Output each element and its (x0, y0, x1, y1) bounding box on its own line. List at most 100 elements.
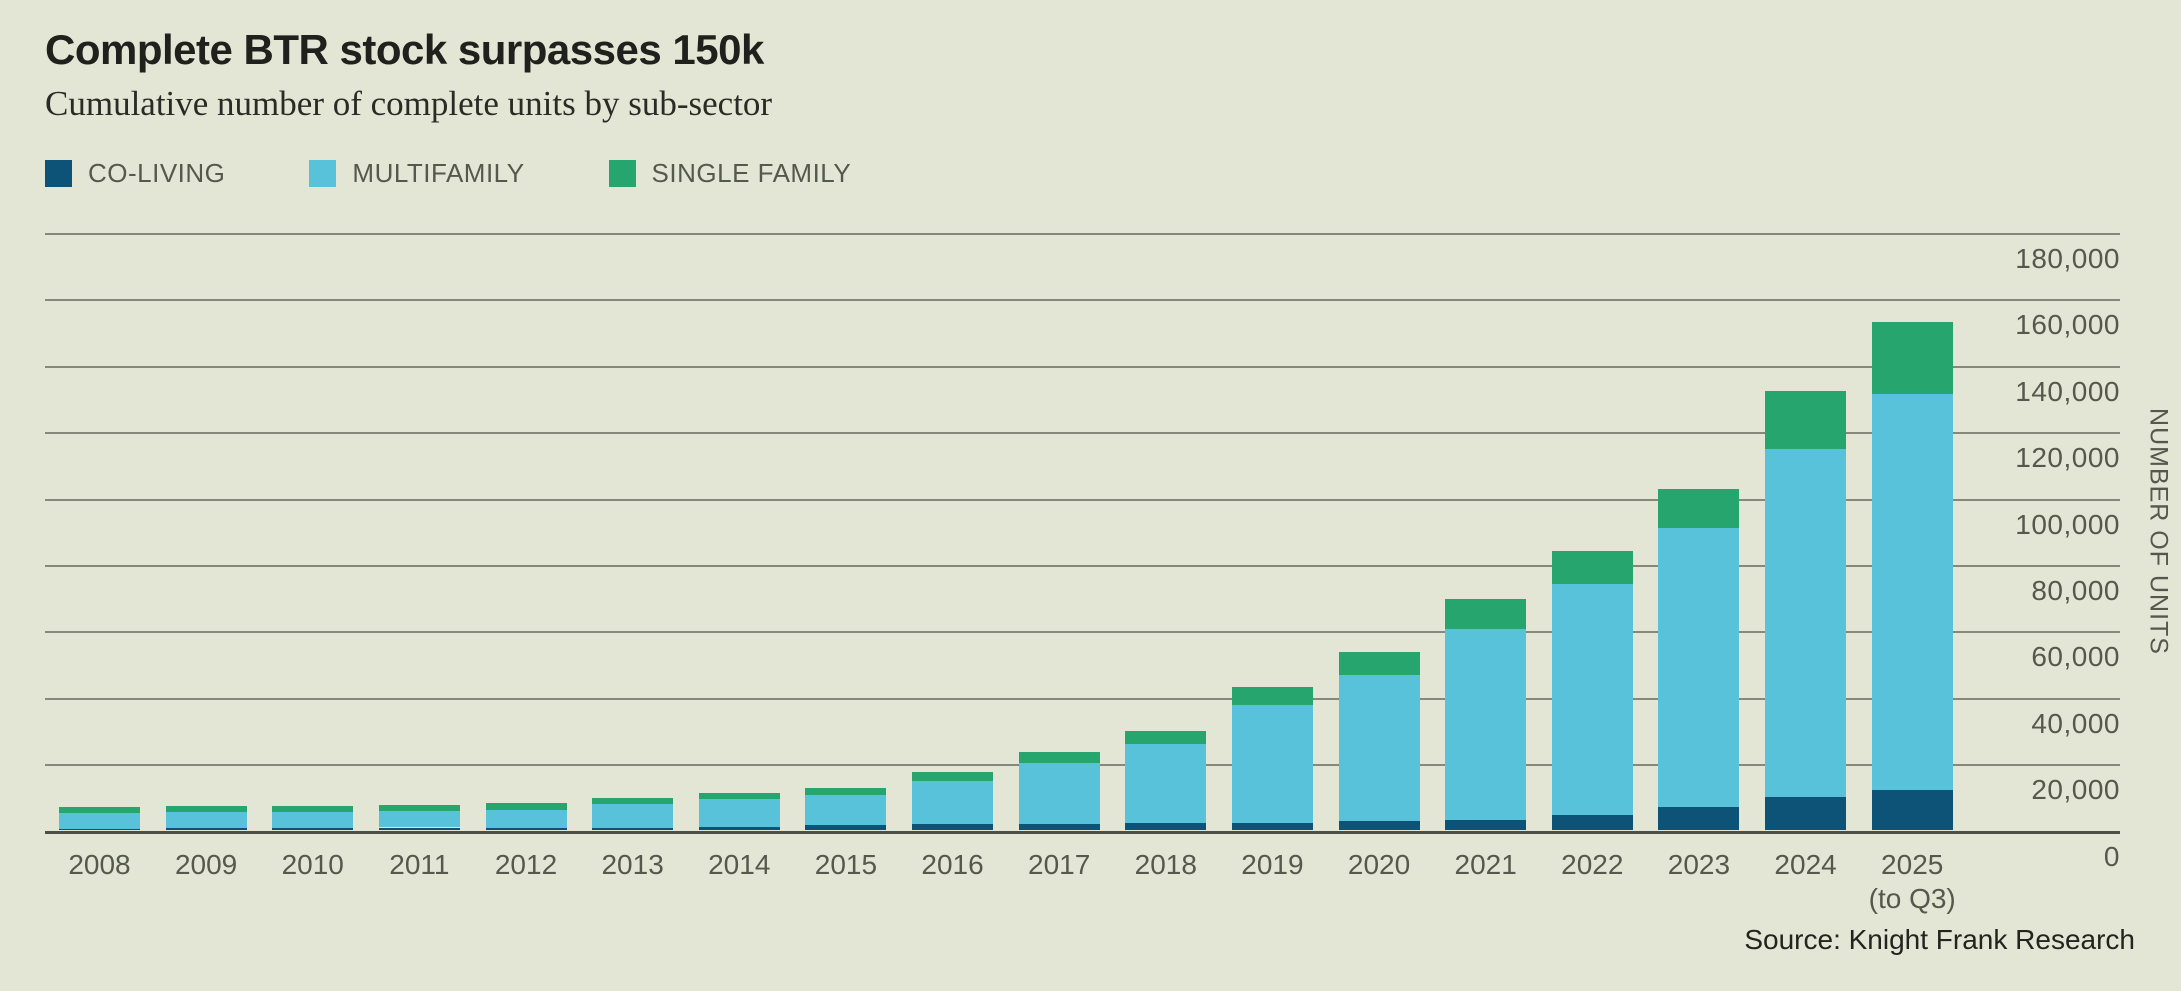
y-axis-title: NUMBER OF UNITS (2144, 407, 2173, 655)
x-tick-label-2015: 2015 (814, 848, 878, 880)
bar-segment-2016-multifamily (912, 780, 994, 825)
gridline (45, 564, 2120, 567)
x-tick-label-2012: 2012 (494, 848, 558, 880)
bar-segment-2018-single-family (1125, 730, 1207, 744)
bar-segment-2022-single-family (1551, 551, 1633, 585)
legend-item-single-family: SINGLE FAMILY (608, 158, 852, 189)
bar-segment-2019-co-living (1231, 822, 1313, 831)
gridline (45, 299, 2120, 302)
x-tick-label-2016: 2016 (921, 848, 984, 880)
bar-segment-2008-multifamily (59, 813, 140, 829)
bar-segment-2012-single-family (485, 802, 567, 811)
legend-item-multifamily: MULTIFAMILY (309, 158, 524, 189)
bar-segment-2009-co-living (165, 828, 247, 831)
x-tick-label-2010: 2010 (281, 848, 344, 880)
bar-segment-2020-single-family (1338, 652, 1420, 676)
bar-segment-2015-single-family (805, 788, 887, 795)
bar-segment-2011-co-living (378, 827, 460, 831)
source-note: Source: Knight Frank Research (1744, 924, 2135, 955)
x-tick-label-2023: 2023 (1667, 848, 1731, 880)
bar-segment-2016-co-living (912, 824, 994, 831)
bar-segment-2021-single-family (1445, 599, 1527, 629)
x-tick-label-2024: 2024 (1774, 848, 1837, 880)
bar-segment-2019-multifamily (1231, 705, 1313, 823)
bar-segment-2009-single-family (165, 805, 247, 812)
bar-segment-2009-multifamily (165, 811, 247, 829)
bar-segment-2025-co-living (1871, 789, 1953, 831)
y-tick-label: 100,000 (2015, 508, 2120, 540)
x-tick-label-2022: 2022 (1561, 848, 1624, 880)
x-axis-baseline (45, 830, 2120, 834)
bar-segment-2017-multifamily (1018, 763, 1100, 825)
legend-swatch (309, 160, 337, 187)
bar-segment-2010-co-living (272, 827, 354, 831)
x-tick-sublabel: (to Q3) (1868, 882, 1956, 914)
bar-segment-2015-co-living (805, 825, 887, 831)
gridline (45, 498, 2120, 501)
bar-segment-2012-multifamily (485, 810, 567, 828)
bar-segment-2010-multifamily (272, 811, 354, 828)
x-tick-label-2009: 2009 (174, 848, 238, 880)
bar-segment-2019-single-family (1231, 686, 1313, 706)
bar-segment-2023-multifamily (1658, 528, 1740, 807)
gridline (45, 233, 2120, 235)
bar-segment-2015-multifamily (805, 794, 887, 826)
y-tick-label: 120,000 (2015, 442, 2120, 474)
x-tick-label-2021: 2021 (1454, 848, 1517, 880)
y-tick-label: 80,000 (2031, 574, 2120, 606)
legend-label: SINGLE FAMILY (651, 158, 852, 188)
bar-segment-2022-co-living (1551, 815, 1633, 831)
bar-segment-2013-co-living (592, 827, 674, 831)
bar-segment-2018-multifamily (1125, 743, 1207, 824)
y-tick-label: 160,000 (2015, 309, 2120, 341)
bar-segment-2008-single-family (59, 807, 140, 814)
y-tick-label: 140,000 (2015, 375, 2120, 407)
bar-segment-2013-single-family (592, 797, 674, 804)
x-tick-label-2011: 2011 (389, 848, 450, 880)
bar-segment-2014-single-family (698, 792, 780, 799)
bar-segment-2024-single-family (1765, 391, 1847, 450)
legend-label: CO-LIVING (88, 158, 226, 188)
bar-segment-2014-multifamily (698, 798, 780, 827)
x-tick-label-2014: 2014 (708, 848, 771, 880)
legend: CO-LIVING MULTIFAMILY SINGLE FAMILY (45, 158, 851, 189)
bar-segment-2024-co-living (1765, 796, 1847, 831)
bar-segment-2020-co-living (1338, 820, 1420, 831)
gridline (45, 697, 2120, 700)
gridline (45, 432, 2120, 435)
x-tick-label-2013: 2013 (601, 848, 664, 880)
gridline (45, 365, 2120, 368)
bar-segment-2017-single-family (1018, 752, 1100, 764)
legend-item-co-living: CO-LIVING (45, 158, 225, 189)
x-tick-label-2020: 2020 (1347, 848, 1411, 880)
chart-subtitle: Cumulative number of complete units by s… (45, 84, 773, 123)
bar-segment-2017-co-living (1018, 824, 1100, 831)
bar-segment-2025-single-family (1871, 321, 1953, 395)
bar-segment-2016-single-family (912, 772, 994, 781)
y-tick-label: 180,000 (2015, 243, 2120, 274)
legend-swatch (608, 160, 636, 187)
bar-segment-2021-co-living (1445, 819, 1527, 831)
x-tick-label-2017: 2017 (1028, 848, 1091, 880)
bar-segment-2010-single-family (272, 805, 354, 812)
bar-segment-2012-co-living (485, 827, 567, 831)
legend-swatch (45, 160, 72, 187)
bar-segment-2023-co-living (1658, 806, 1740, 831)
bar-segment-2025-multifamily (1871, 394, 1953, 790)
bar-segment-2011-multifamily (378, 811, 460, 828)
x-tick-label-2018: 2018 (1134, 848, 1197, 880)
bar-segment-2018-co-living (1125, 823, 1207, 831)
bar-segment-2023-single-family (1658, 489, 1740, 529)
y-tick-label: 60,000 (2031, 641, 2120, 673)
y-tick-label: 20,000 (2031, 774, 2120, 806)
bar-segment-2014-co-living (698, 826, 780, 831)
bar-segment-2013-multifamily (592, 803, 674, 828)
bar-segment-2024-multifamily (1765, 449, 1847, 797)
bar-segment-2008-co-living (59, 828, 140, 831)
bar-segment-2022-multifamily (1551, 584, 1633, 816)
bar-segment-2020-multifamily (1338, 675, 1420, 821)
legend-label: MULTIFAMILY (352, 158, 525, 188)
x-tick-label-2008: 2008 (68, 848, 131, 880)
chart-title: Complete BTR stock surpasses 150k (45, 26, 764, 73)
